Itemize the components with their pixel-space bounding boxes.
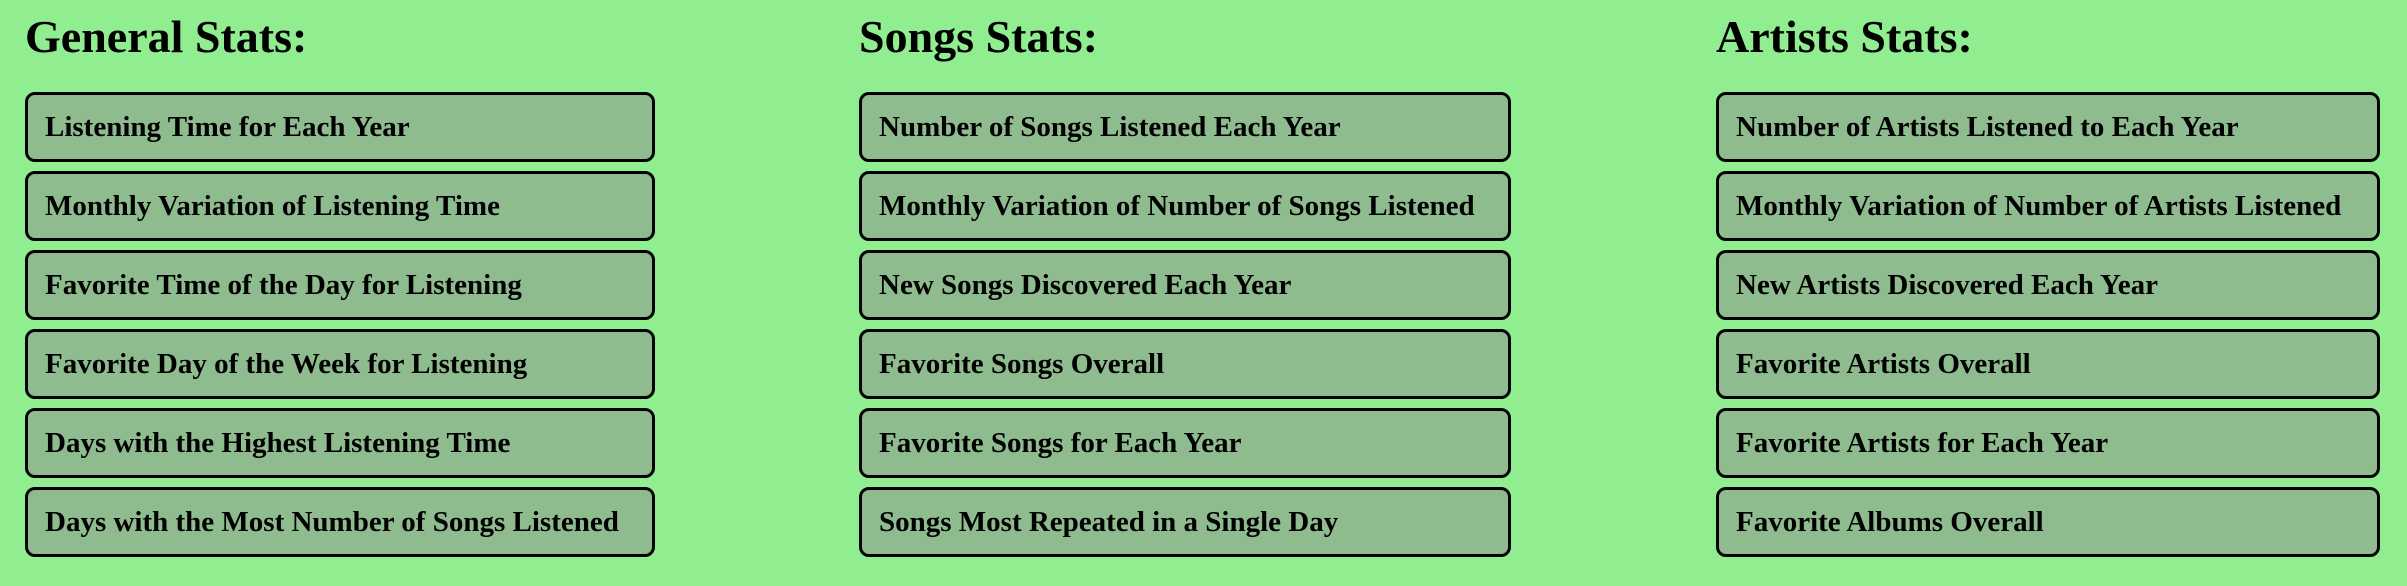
songs-stats-button-list: Number of Songs Listened Each Year Month… xyxy=(859,92,1511,566)
favorite-albums-overall-button[interactable]: Favorite Albums Overall xyxy=(1716,487,2380,557)
favorite-songs-overall-button[interactable]: Favorite Songs Overall xyxy=(859,329,1511,399)
favorite-artists-overall-button[interactable]: Favorite Artists Overall xyxy=(1716,329,2380,399)
new-songs-each-year-button[interactable]: New Songs Discovered Each Year xyxy=(859,250,1511,320)
listening-time-each-year-button[interactable]: Listening Time for Each Year xyxy=(25,92,655,162)
general-stats-button-list: Listening Time for Each Year Monthly Var… xyxy=(25,92,655,566)
songs-listened-each-year-button[interactable]: Number of Songs Listened Each Year xyxy=(859,92,1511,162)
artists-listened-each-year-button[interactable]: Number of Artists Listened to Each Year xyxy=(1716,92,2380,162)
monthly-artists-listened-button[interactable]: Monthly Variation of Number of Artists L… xyxy=(1716,171,2380,241)
favorite-artists-each-year-button[interactable]: Favorite Artists for Each Year xyxy=(1716,408,2380,478)
general-stats-heading: General Stats: xyxy=(25,11,308,62)
highest-listening-days-button[interactable]: Days with the Highest Listening Time xyxy=(25,408,655,478)
songs-stats-heading: Songs Stats: xyxy=(859,11,1099,62)
artists-stats-heading: Artists Stats: xyxy=(1716,11,1973,62)
new-artists-each-year-button[interactable]: New Artists Discovered Each Year xyxy=(1716,250,2380,320)
monthly-songs-listened-button[interactable]: Monthly Variation of Number of Songs Lis… xyxy=(859,171,1511,241)
favorite-songs-each-year-button[interactable]: Favorite Songs for Each Year xyxy=(859,408,1511,478)
favorite-time-of-day-button[interactable]: Favorite Time of the Day for Listening xyxy=(25,250,655,320)
monthly-listening-time-button[interactable]: Monthly Variation of Listening Time xyxy=(25,171,655,241)
artists-stats-button-list: Number of Artists Listened to Each Year … xyxy=(1716,92,2380,566)
songs-most-repeated-day-button[interactable]: Songs Most Repeated in a Single Day xyxy=(859,487,1511,557)
favorite-day-of-week-button[interactable]: Favorite Day of the Week for Listening xyxy=(25,329,655,399)
most-songs-days-button[interactable]: Days with the Most Number of Songs Liste… xyxy=(25,487,655,557)
